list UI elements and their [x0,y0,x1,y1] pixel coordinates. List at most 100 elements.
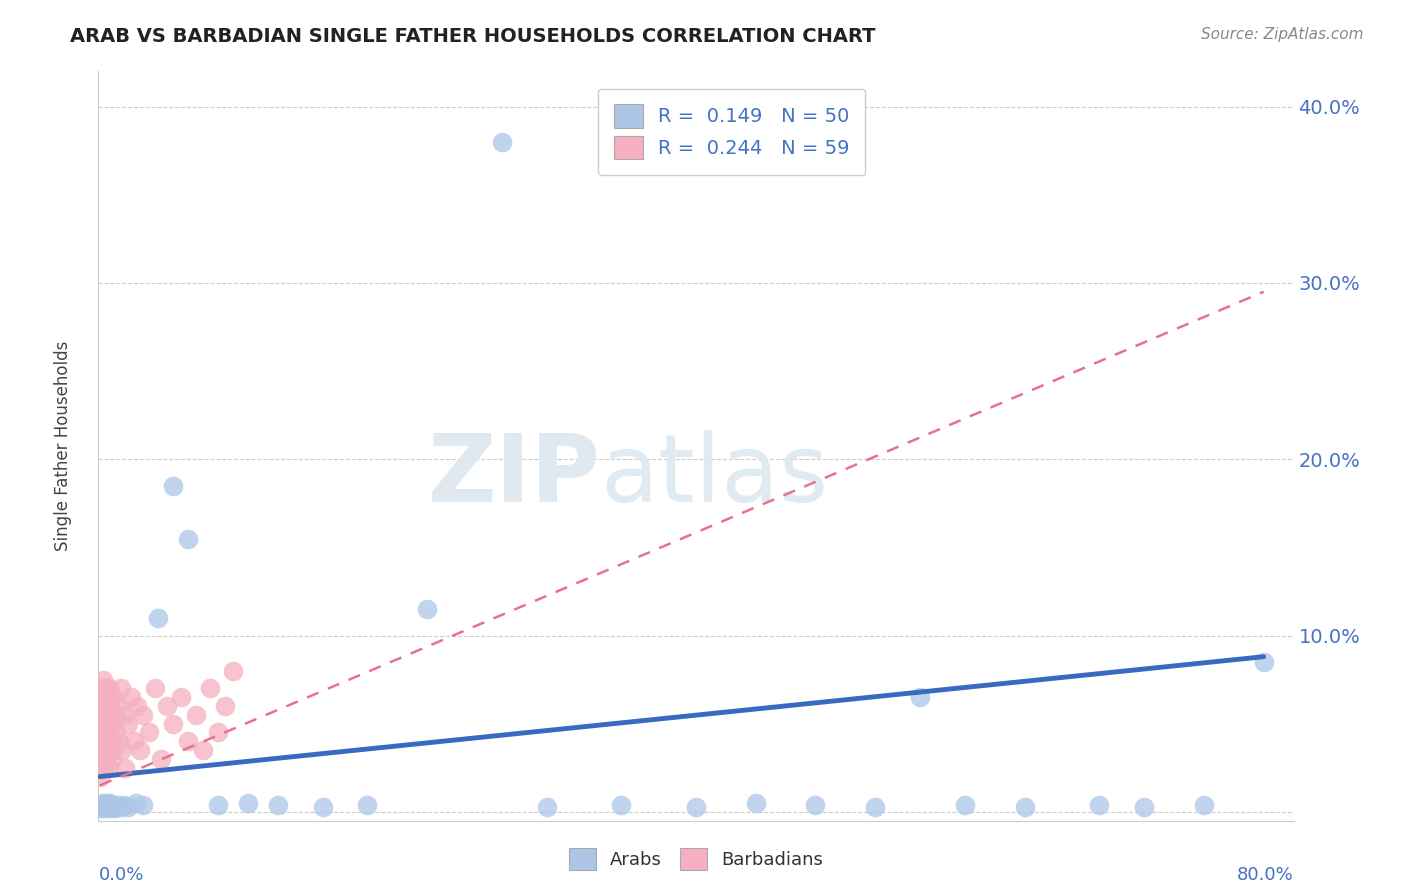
Point [1014,799,1036,814]
Point [90,681,112,696]
Point [93,797,115,812]
Point [162,478,184,492]
Point [107,797,129,812]
Point [94,752,117,766]
Point [104,801,127,815]
Point [98,699,122,714]
Point [90,707,112,722]
Point [150,752,173,766]
Point [865,799,887,814]
Point [101,797,124,812]
Point [103,743,125,757]
Point [98,796,122,810]
Point [1088,797,1111,812]
Point [89,770,111,784]
Point [110,799,132,814]
Point [94,707,117,722]
Point [169,690,191,705]
Point [207,725,229,739]
Point [94,796,117,810]
Point [91,673,114,687]
Point [1192,797,1215,812]
Text: 0.0%: 0.0% [98,865,143,884]
Point [953,797,976,812]
Point [94,799,117,814]
Point [91,699,114,714]
Text: atlas: atlas [600,430,828,522]
Point [90,761,112,775]
Point [93,690,115,705]
Point [96,699,118,714]
Point [148,611,170,625]
Point [804,797,827,812]
Point [103,690,125,705]
Point [1253,655,1275,669]
Point [207,797,229,812]
Point [112,797,135,812]
Point [177,734,200,748]
Point [236,796,259,810]
Point [267,797,290,812]
Point [107,699,129,714]
Point [1133,799,1156,814]
Point [101,716,124,731]
Point [94,734,117,748]
Point [89,799,111,814]
Point [908,690,931,705]
Point [311,799,333,814]
Point [117,716,139,731]
Point [97,761,120,775]
Point [94,681,117,696]
Point [745,796,768,810]
Point [96,799,118,814]
Point [105,725,128,739]
Point [184,707,207,722]
Point [356,797,378,812]
Point [125,796,148,810]
Point [114,761,136,775]
Point [105,799,128,814]
Point [93,716,115,731]
Point [200,681,222,696]
Text: Single Father Households: Single Father Households [55,341,72,551]
Point [89,690,111,705]
Point [156,699,179,714]
Point [104,707,127,722]
Point [98,799,122,814]
Point [91,725,114,739]
Point [112,707,135,722]
Point [89,716,111,731]
Legend: Arabs, Barbadians: Arabs, Barbadians [560,839,832,879]
Point [132,797,155,812]
Point [90,797,112,812]
Point [124,734,146,748]
Text: ZIP: ZIP [427,430,600,522]
Point [110,681,132,696]
Point [177,532,200,546]
Point [191,743,214,757]
Point [117,799,139,814]
Point [416,602,439,616]
Point [162,716,184,731]
Point [101,752,124,766]
Point [91,752,114,766]
Point [108,734,131,748]
Point [91,799,114,814]
Point [90,801,112,815]
Point [685,799,707,814]
Point [491,135,513,149]
Point [97,797,120,812]
Point [143,681,166,696]
Point [91,734,114,748]
Point [96,797,118,812]
Point [127,699,149,714]
Point [93,801,115,815]
Point [97,801,120,815]
Point [96,725,118,739]
Point [111,743,134,757]
Point [132,707,155,722]
Point [96,743,118,757]
Point [93,761,115,775]
Point [97,707,120,722]
Point [97,681,120,696]
